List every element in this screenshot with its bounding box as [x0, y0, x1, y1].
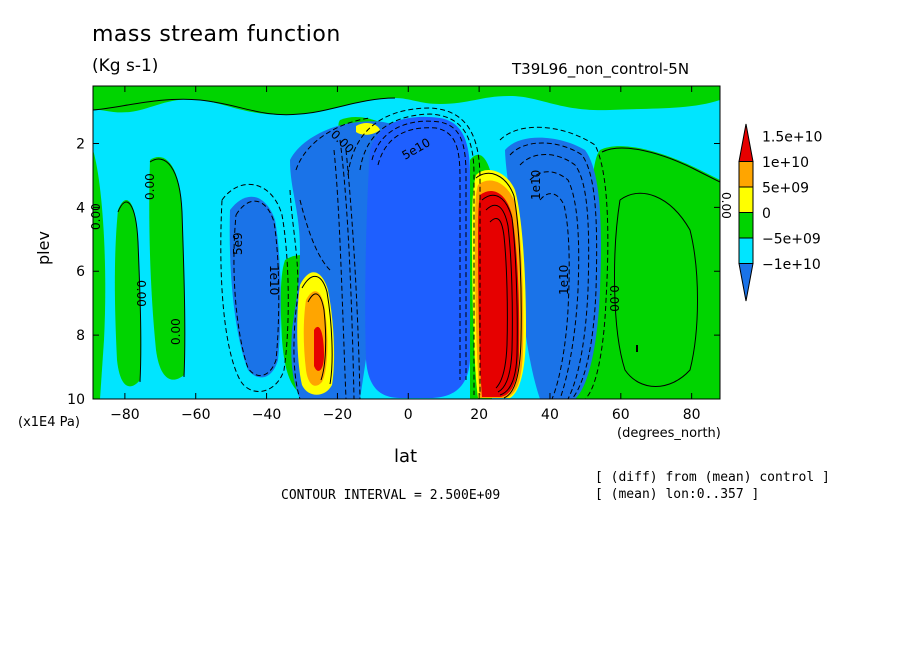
pos-contour-2	[485, 204, 513, 393]
blue-region-north	[505, 137, 602, 399]
neg-contour-2	[377, 127, 461, 380]
contour-label: 5e9	[231, 232, 245, 255]
y-tick-label: 8	[76, 328, 85, 344]
pos-contour-4	[475, 173, 522, 399]
colorbar-cell	[738, 212, 754, 239]
run-name: T39L96_non_control-5N	[512, 60, 690, 78]
x-axis-label: lat	[394, 446, 418, 467]
neg-contour-15	[339, 139, 355, 399]
contour-lines	[93, 97, 720, 399]
contour-label: 1e10	[267, 265, 281, 295]
positive-contours	[93, 97, 720, 399]
neg-contour-11	[529, 171, 580, 399]
neg-contour-6	[289, 189, 301, 399]
y-tick-label: 6	[76, 264, 85, 280]
pos-contour-5	[301, 276, 333, 385]
contour-label: 1e10	[557, 265, 571, 295]
plot-frame	[92, 85, 721, 400]
zero-contour-left2	[149, 158, 186, 378]
x-axis-unit: (degrees_north)	[617, 426, 721, 441]
neg-contour-14	[299, 199, 331, 271]
y-tick-label: 2	[76, 136, 85, 152]
x-tick-label: −40	[252, 407, 282, 423]
contour-labels: 0.00 0.00 0.00 0.00 0.00 0.00 0.00 5e9 1…	[89, 127, 733, 345]
neg-contour-9	[509, 142, 598, 399]
x-tick-label: −20	[323, 407, 353, 423]
colorbar-label: −1e+10	[762, 257, 821, 273]
neg-contour-7	[233, 200, 280, 376]
x-tick-label: −80	[110, 407, 140, 423]
neg-contour-10	[519, 154, 590, 399]
neg-contour-16	[345, 149, 361, 399]
chart-title: mass stream function	[92, 22, 341, 47]
pos-contour-1	[481, 195, 518, 396]
neg-contour-8	[220, 183, 289, 392]
colorbar-cell	[738, 123, 754, 162]
colorbar-cell	[738, 237, 754, 264]
contour-label: 0.00	[143, 173, 157, 200]
green-region-left2	[114, 200, 141, 387]
neg-contour-17	[333, 149, 347, 399]
green-region-left1	[93, 150, 106, 399]
x-tick-label: 20	[470, 407, 488, 423]
note-mean: [ (mean) lon:0..357 ]	[595, 487, 760, 502]
neg-contour-13	[499, 126, 609, 399]
zero-contour-right	[601, 147, 720, 183]
colorbar-cell	[738, 263, 754, 302]
blue-region-south	[229, 196, 281, 378]
y-axis-unit: (x1E4 Pa)	[18, 415, 80, 430]
colorbar-cell	[738, 186, 754, 213]
y-tick-label: 10	[67, 392, 85, 408]
zero-contour-top	[93, 97, 396, 116]
chart-units: (Kg s-1)	[92, 56, 159, 76]
x-tick-label: 40	[541, 407, 559, 423]
x-tick-label: 0	[404, 407, 413, 423]
contour-label: 0.00	[169, 318, 183, 345]
neg-contour-3	[359, 113, 475, 395]
yellow-spot-upper	[356, 123, 380, 135]
field-fill	[93, 86, 720, 399]
note-diff: [ (diff) from (mean) control ]	[595, 470, 830, 485]
green-region-top	[93, 86, 720, 115]
neg-contour-12	[539, 193, 570, 399]
red-cell-north	[478, 191, 520, 397]
x-tick-label: −60	[181, 407, 211, 423]
contour-label: 0.00	[719, 192, 733, 219]
contour-interval: CONTOUR INTERVAL = 2.500E+09	[281, 488, 501, 503]
red-cell-south	[314, 326, 324, 371]
colorbar-label: 1.5e+10	[762, 130, 822, 146]
colorbar: 1.5e+10 1e+10 5e+09 0 −5e+09 −1e+10	[738, 123, 822, 302]
colorbar-label: 0	[762, 206, 771, 222]
x-axis-ticks: −80 −60 −40 −20 0 20 40 60 80	[110, 86, 701, 423]
zero-contour-left	[117, 201, 142, 383]
zero-contour-right2	[614, 192, 698, 387]
colorbar-label: 5e+09	[762, 181, 809, 197]
x-tick-label: 80	[683, 407, 701, 423]
y-tick-label: 4	[76, 200, 85, 216]
colorbar-label: 1e+10	[762, 155, 809, 171]
x-tick-label: 60	[612, 407, 630, 423]
contour-label: 1e10	[529, 170, 543, 200]
green-region-right	[565, 146, 720, 399]
colorbar-cell	[738, 161, 754, 188]
colorbar-label: −5e+09	[762, 232, 821, 248]
negative-contours	[220, 107, 609, 399]
contour-label: 0.00	[607, 285, 621, 312]
neg-contour-1	[371, 120, 467, 380]
green-region-left4	[160, 278, 181, 374]
neg-contour-5	[295, 117, 371, 171]
y-axis-ticks: 2 4 6 8 10	[67, 136, 720, 408]
pos-contour-6	[307, 293, 327, 381]
blue-core-equatorial	[365, 116, 470, 398]
pos-contour-3	[489, 218, 508, 389]
contour-label: 0.00	[134, 280, 148, 307]
